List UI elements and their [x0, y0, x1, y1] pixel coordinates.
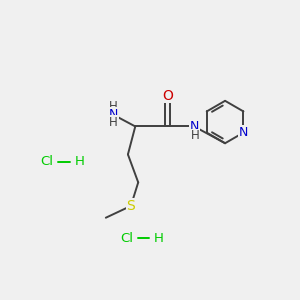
Text: S: S: [127, 199, 135, 213]
Text: O: O: [162, 88, 173, 103]
Text: H: H: [74, 155, 84, 168]
Text: Cl: Cl: [40, 155, 53, 168]
Text: H: H: [154, 232, 164, 245]
Text: N: N: [109, 108, 118, 121]
Text: H: H: [190, 129, 199, 142]
Text: N: N: [239, 126, 248, 139]
Text: Cl: Cl: [120, 232, 133, 245]
Text: H: H: [109, 116, 118, 129]
Text: N: N: [190, 120, 199, 133]
Text: H: H: [109, 100, 118, 113]
